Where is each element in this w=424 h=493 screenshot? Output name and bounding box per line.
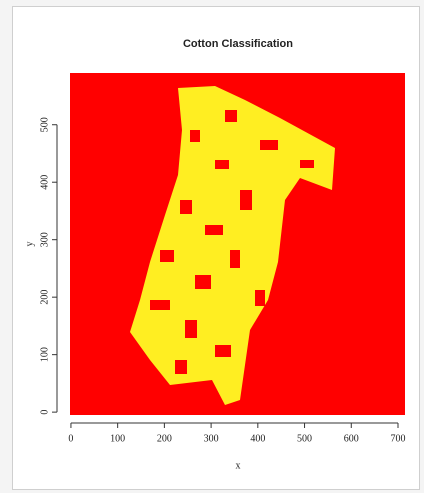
gap xyxy=(225,110,237,122)
x-axis-label: x xyxy=(236,460,241,471)
gap xyxy=(205,225,223,235)
x-tick-label: 700 xyxy=(390,433,405,444)
y-tick-label: 300 xyxy=(39,232,50,247)
x-tick-label: 400 xyxy=(250,433,265,444)
x-tick-label: 600 xyxy=(344,433,359,444)
x-tick-label: 100 xyxy=(110,433,125,444)
y-tick-label: 100 xyxy=(39,347,50,362)
gap xyxy=(260,140,278,150)
x-tick-label: 0 xyxy=(68,433,73,444)
y-tick-label: 0 xyxy=(39,410,50,415)
x-tick-label: 300 xyxy=(204,433,219,444)
gap xyxy=(215,160,229,169)
gap xyxy=(150,300,170,310)
x-tick-label: 200 xyxy=(157,433,172,444)
y-tick-label: 200 xyxy=(39,290,50,305)
gap xyxy=(160,250,174,262)
y-axis-label: y xyxy=(24,242,35,247)
chart: Cotton Classification x y 0 100 200 300 400 5… xyxy=(0,0,424,493)
y-tick-label: 400 xyxy=(39,175,50,190)
gap xyxy=(185,320,197,338)
y-tick-label: 500 xyxy=(39,117,50,132)
x-tick-label: 500 xyxy=(297,433,312,444)
gap xyxy=(240,190,252,210)
page: {"chart_data": {"type": "raster", "title… xyxy=(0,0,424,493)
gap xyxy=(195,275,211,289)
gap xyxy=(180,200,192,214)
gap xyxy=(175,360,187,374)
gap xyxy=(255,290,265,306)
chart-title: Cotton Classification xyxy=(183,38,293,50)
gap xyxy=(215,345,231,357)
gap xyxy=(190,130,200,142)
gap xyxy=(230,250,240,268)
gap xyxy=(300,160,314,168)
